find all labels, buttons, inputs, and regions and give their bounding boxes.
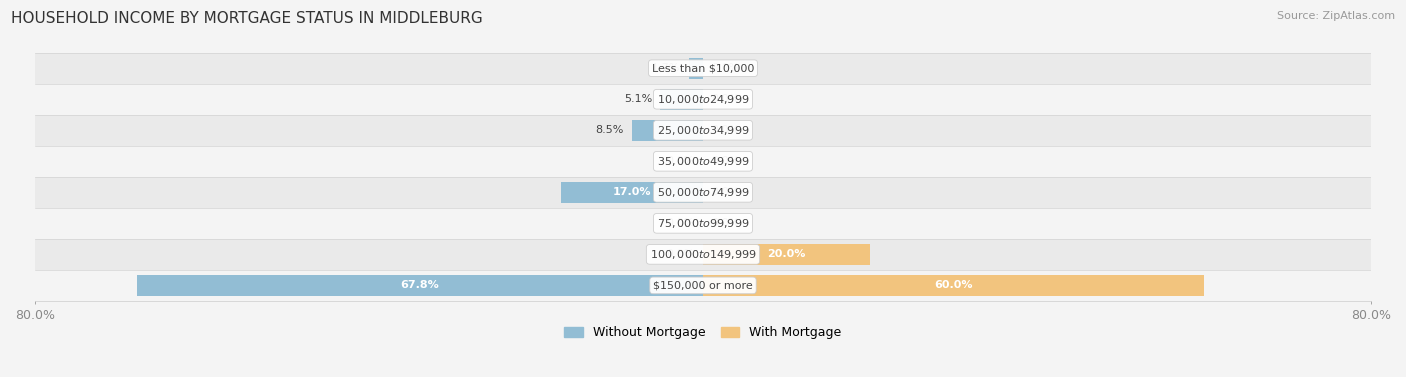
Text: 0.0%: 0.0% xyxy=(711,94,740,104)
Text: $35,000 to $49,999: $35,000 to $49,999 xyxy=(657,155,749,168)
Text: 20.0%: 20.0% xyxy=(768,249,806,259)
Bar xyxy=(35,115,1371,146)
Text: 0.0%: 0.0% xyxy=(666,249,695,259)
Bar xyxy=(561,182,703,203)
Text: 0.0%: 0.0% xyxy=(711,156,740,166)
Text: $150,000 or more: $150,000 or more xyxy=(654,280,752,290)
Bar xyxy=(661,89,703,110)
Bar xyxy=(35,270,1371,301)
Bar xyxy=(35,84,1371,115)
Bar xyxy=(689,58,703,79)
Text: 0.0%: 0.0% xyxy=(666,218,695,228)
Bar xyxy=(35,239,1371,270)
Bar xyxy=(35,146,1371,177)
Text: Source: ZipAtlas.com: Source: ZipAtlas.com xyxy=(1277,11,1395,21)
Text: $100,000 to $149,999: $100,000 to $149,999 xyxy=(650,248,756,261)
Text: 0.0%: 0.0% xyxy=(711,218,740,228)
Bar xyxy=(35,208,1371,239)
Text: 0.0%: 0.0% xyxy=(711,125,740,135)
Bar xyxy=(35,177,1371,208)
Text: 8.5%: 8.5% xyxy=(595,125,624,135)
Text: 60.0%: 60.0% xyxy=(934,280,973,290)
Bar xyxy=(703,275,1204,296)
Text: 17.0%: 17.0% xyxy=(613,187,651,197)
Text: 1.7%: 1.7% xyxy=(652,63,681,73)
Legend: Without Mortgage, With Mortgage: Without Mortgage, With Mortgage xyxy=(564,326,842,339)
Text: 0.0%: 0.0% xyxy=(711,63,740,73)
Text: 67.8%: 67.8% xyxy=(401,280,439,290)
Text: $25,000 to $34,999: $25,000 to $34,999 xyxy=(657,124,749,137)
Text: $10,000 to $24,999: $10,000 to $24,999 xyxy=(657,93,749,106)
Text: Less than $10,000: Less than $10,000 xyxy=(652,63,754,73)
Bar xyxy=(35,53,1371,84)
Bar xyxy=(633,120,703,141)
Text: 0.0%: 0.0% xyxy=(666,156,695,166)
Text: $75,000 to $99,999: $75,000 to $99,999 xyxy=(657,217,749,230)
Text: HOUSEHOLD INCOME BY MORTGAGE STATUS IN MIDDLEBURG: HOUSEHOLD INCOME BY MORTGAGE STATUS IN M… xyxy=(11,11,484,26)
Bar xyxy=(703,244,870,265)
Text: 0.0%: 0.0% xyxy=(711,187,740,197)
Text: 5.1%: 5.1% xyxy=(624,94,652,104)
Bar xyxy=(136,275,703,296)
Text: $50,000 to $74,999: $50,000 to $74,999 xyxy=(657,186,749,199)
